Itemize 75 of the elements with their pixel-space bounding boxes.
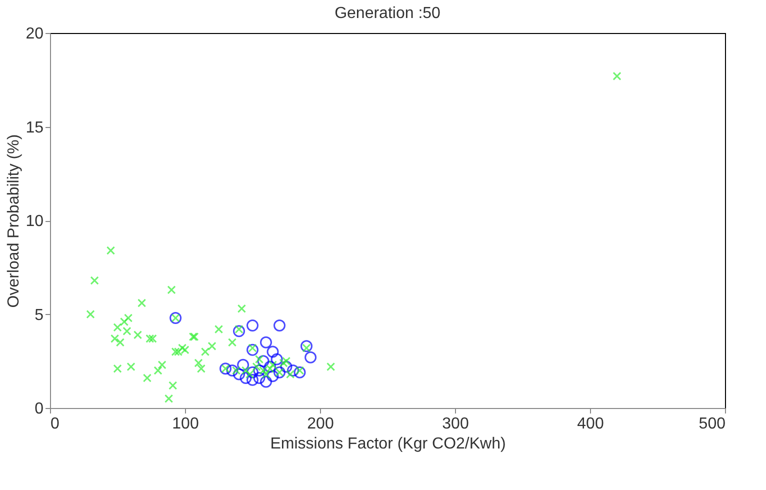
point: [287, 364, 299, 376]
point: [90, 276, 99, 285]
y-tick-label: 10: [26, 213, 44, 230]
point: [116, 338, 124, 347]
point: [300, 340, 312, 352]
point: [200, 347, 210, 356]
point: [280, 360, 292, 373]
point: [208, 342, 216, 350]
x-tick-label: 200: [307, 416, 334, 432]
point: [214, 324, 224, 334]
point: [228, 338, 237, 347]
y-tick-label: 0: [34, 400, 44, 418]
point: [286, 370, 295, 379]
x-tick-label: 500: [698, 416, 726, 432]
y-tick-label: 5: [34, 306, 44, 324]
point: [253, 372, 266, 384]
point: [274, 320, 286, 332]
point: [246, 370, 254, 379]
point: [146, 334, 154, 343]
point: [282, 356, 291, 366]
point: [237, 358, 250, 371]
point: [168, 381, 178, 390]
x-tick-label: 0: [50, 416, 60, 432]
point: [295, 366, 304, 375]
x-tick-label: 300: [442, 416, 469, 432]
x-axis-title: Emissions Factor (Kgr CO2/Kwh): [270, 436, 506, 452]
point: [246, 374, 258, 386]
point: [237, 304, 246, 313]
point: [122, 326, 132, 336]
point: [86, 310, 95, 319]
point: [226, 364, 238, 376]
point: [126, 362, 136, 372]
point: [110, 334, 120, 343]
x-tick-label: 100: [172, 416, 199, 432]
point: [260, 336, 272, 348]
y-axis-title: Overload Probability (%): [6, 134, 23, 308]
point: [178, 344, 187, 352]
point: [167, 286, 176, 294]
point: [612, 72, 622, 80]
x-tick-label: 400: [577, 416, 604, 432]
point: [233, 325, 245, 338]
point: [133, 330, 142, 340]
point: [148, 334, 157, 343]
point: [194, 358, 203, 368]
point: [246, 344, 258, 356]
point: [196, 364, 206, 373]
point: [154, 366, 162, 375]
point: [124, 314, 133, 322]
point: [113, 364, 122, 373]
point: [234, 324, 244, 334]
point: [253, 364, 266, 376]
point: [246, 320, 258, 332]
y-tick-label: 20: [26, 26, 44, 42]
point: [268, 360, 278, 370]
point: [260, 376, 272, 388]
point: [270, 353, 283, 366]
point: [158, 360, 166, 370]
point: [252, 362, 261, 372]
point: [246, 366, 258, 378]
point: [257, 355, 270, 368]
point: [106, 246, 116, 255]
point: [266, 370, 279, 382]
chart-title: Generation :50: [334, 5, 441, 22]
point: [294, 366, 306, 378]
y-tick-label: 15: [26, 119, 44, 136]
point: [262, 370, 270, 379]
point: [164, 394, 174, 403]
point: [120, 317, 129, 326]
point: [326, 362, 336, 372]
point: [254, 354, 264, 364]
point: [142, 374, 152, 382]
point: [304, 351, 317, 364]
point: [113, 323, 122, 332]
point: [138, 298, 146, 308]
point: [266, 346, 279, 358]
